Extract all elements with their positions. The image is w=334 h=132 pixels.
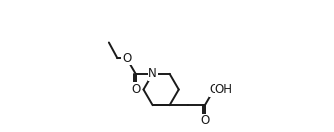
Text: O: O bbox=[122, 52, 131, 65]
Text: O: O bbox=[200, 114, 209, 127]
Text: O: O bbox=[209, 83, 219, 96]
Text: OH: OH bbox=[215, 83, 233, 96]
Text: O: O bbox=[131, 83, 140, 96]
Text: N: N bbox=[148, 67, 157, 80]
